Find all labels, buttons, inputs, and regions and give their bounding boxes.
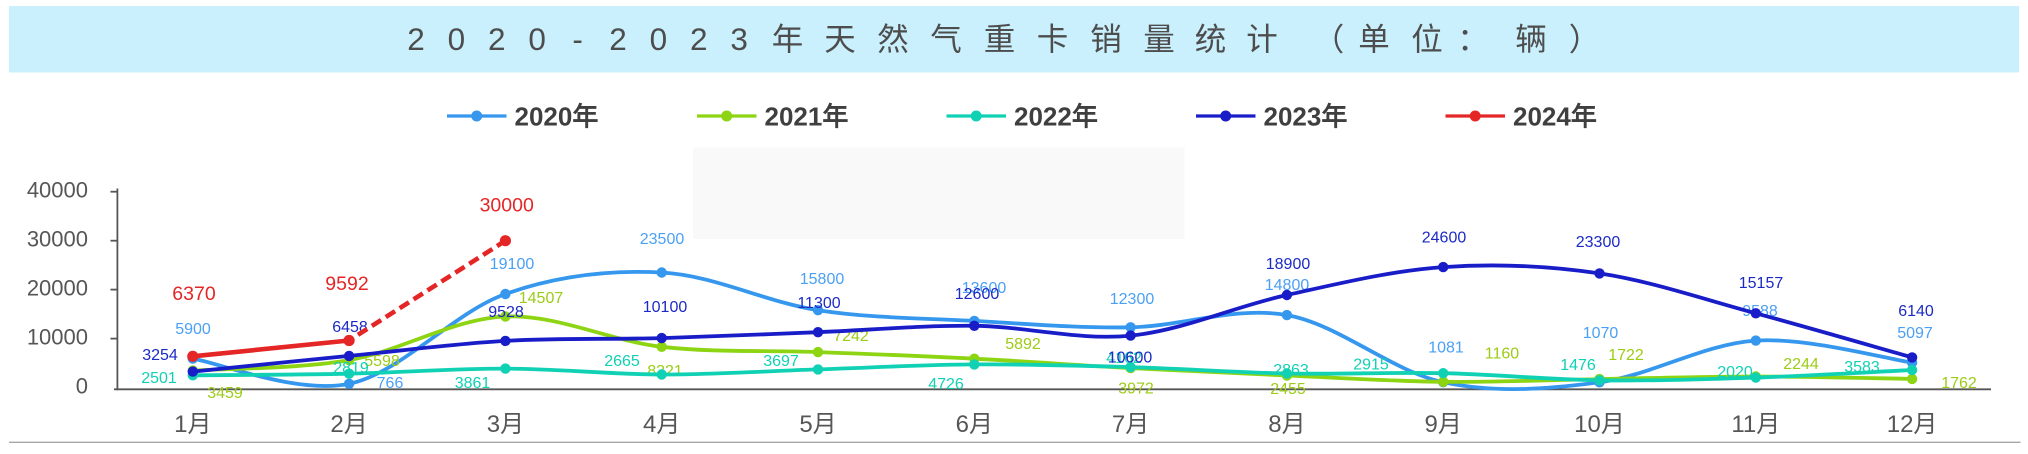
svg-text:3583: 3583 xyxy=(1844,359,1880,376)
svg-text:1070: 1070 xyxy=(1583,325,1619,342)
svg-text:18900: 18900 xyxy=(1266,256,1311,273)
svg-text:5900: 5900 xyxy=(175,321,211,338)
svg-text:1月: 1月 xyxy=(174,411,211,438)
svg-text:1081: 1081 xyxy=(1428,339,1464,356)
svg-text:2501: 2501 xyxy=(141,370,177,387)
svg-text:15800: 15800 xyxy=(800,271,845,288)
svg-text:15157: 15157 xyxy=(1739,275,1784,292)
svg-text:2915: 2915 xyxy=(1353,356,1389,373)
svg-text:12月: 12月 xyxy=(1887,411,1938,438)
svg-text:1762: 1762 xyxy=(1941,375,1977,392)
svg-text:40000: 40000 xyxy=(27,178,88,203)
svg-text:24600: 24600 xyxy=(1422,229,1467,246)
svg-text:11月: 11月 xyxy=(1731,411,1780,438)
svg-text:2月: 2月 xyxy=(330,411,367,438)
svg-text:8月: 8月 xyxy=(1268,411,1305,438)
svg-text:4月: 4月 xyxy=(643,411,680,438)
svg-text:20000: 20000 xyxy=(27,275,88,300)
svg-text:10600: 10600 xyxy=(1108,349,1153,366)
svg-text:3697: 3697 xyxy=(763,353,799,370)
svg-text:2021年: 2021年 xyxy=(765,102,849,132)
svg-text:9592: 9592 xyxy=(325,273,368,295)
svg-text:11300: 11300 xyxy=(797,295,840,312)
svg-text:13600: 13600 xyxy=(962,280,1007,297)
svg-text:3459: 3459 xyxy=(207,385,243,402)
svg-text:14507: 14507 xyxy=(519,290,564,307)
svg-text:3972: 3972 xyxy=(1118,380,1154,397)
svg-text:6140: 6140 xyxy=(1898,303,1934,320)
svg-text:4162: 4162 xyxy=(1106,350,1142,367)
svg-text:1160: 1160 xyxy=(1485,345,1520,362)
svg-text:0: 0 xyxy=(76,373,88,398)
svg-text:5月: 5月 xyxy=(799,411,836,438)
svg-text:2020: 2020 xyxy=(1717,364,1753,381)
svg-text:6月: 6月 xyxy=(956,411,993,438)
svg-text:6370: 6370 xyxy=(172,283,216,305)
svg-text:5598: 5598 xyxy=(364,353,400,370)
svg-text:30000: 30000 xyxy=(27,227,88,252)
svg-text:9528: 9528 xyxy=(488,304,524,321)
svg-text:2020年: 2020年 xyxy=(515,102,599,132)
svg-text:23300: 23300 xyxy=(1576,234,1621,251)
svg-text:2819: 2819 xyxy=(333,360,369,377)
svg-text:2024年: 2024年 xyxy=(1513,102,1597,132)
svg-text:9月: 9月 xyxy=(1425,411,1462,438)
svg-text:2023年: 2023年 xyxy=(1264,102,1348,132)
svg-text:2665: 2665 xyxy=(604,353,640,370)
svg-text:19100: 19100 xyxy=(490,256,535,273)
svg-text:14800: 14800 xyxy=(1265,277,1310,294)
svg-text:2244: 2244 xyxy=(1783,356,1819,373)
svg-text:10100: 10100 xyxy=(643,299,688,316)
svg-text:23500: 23500 xyxy=(640,231,685,248)
svg-text:7月: 7月 xyxy=(1112,411,1149,438)
svg-text:30000: 30000 xyxy=(480,195,534,217)
svg-text:10000: 10000 xyxy=(27,324,88,349)
svg-text:10月: 10月 xyxy=(1574,411,1625,438)
svg-text:12600: 12600 xyxy=(955,286,1000,303)
svg-text:2022年: 2022年 xyxy=(1014,102,1098,132)
svg-text:1476: 1476 xyxy=(1560,357,1596,374)
svg-text:5892: 5892 xyxy=(1005,336,1041,353)
svg-text:766: 766 xyxy=(377,375,404,392)
svg-text:3861: 3861 xyxy=(455,375,491,392)
svg-text:3月: 3月 xyxy=(487,411,524,438)
svg-text:2455: 2455 xyxy=(1270,381,1306,398)
svg-text:4726: 4726 xyxy=(928,376,964,393)
svg-text:12300: 12300 xyxy=(1110,291,1155,308)
svg-text:5097: 5097 xyxy=(1897,325,1933,342)
svg-text:3254: 3254 xyxy=(142,347,178,364)
svg-text:1722: 1722 xyxy=(1608,347,1644,364)
svg-text:2863: 2863 xyxy=(1273,362,1309,379)
